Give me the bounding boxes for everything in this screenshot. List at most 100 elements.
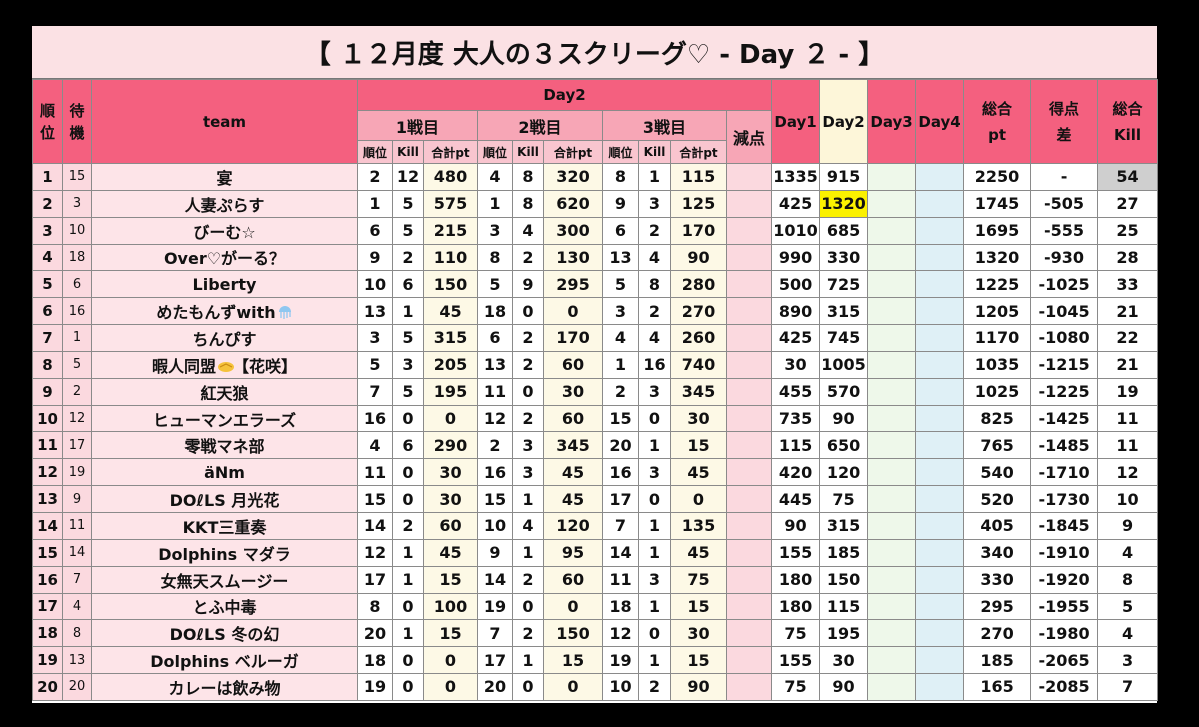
total-pt-cell: 2250 [963, 163, 1032, 191]
day1-cell: 990 [771, 243, 821, 272]
day2-cell: 650 [819, 431, 869, 460]
match-rank-cell: 16 [357, 404, 393, 433]
match-pt-cell: 75 [670, 565, 727, 594]
match-rank-cell: 3 [477, 216, 513, 245]
day2-cell: 685 [819, 216, 869, 245]
match-pt-cell: 480 [423, 163, 478, 191]
day4-cell [915, 324, 965, 352]
penalty-cell [725, 243, 773, 272]
match-pt-cell: 60 [543, 565, 603, 594]
total-kill-cell: 19 [1097, 377, 1159, 406]
total-kill-cell: 21 [1097, 297, 1159, 326]
match-rank-cell: 15 [357, 485, 393, 513]
rank-cell: 18 [32, 619, 63, 648]
day3-cell [867, 350, 917, 379]
match-pt-cell: 90 [670, 243, 727, 272]
header-day1: Day1 [771, 79, 821, 164]
team-name-cell: めたもんずwith [91, 297, 358, 326]
rank-cell: 9 [32, 377, 63, 406]
diff-cell: -505 [1030, 189, 1099, 218]
match-rank-cell: 18 [602, 592, 639, 621]
match-kill-cell: 0 [638, 404, 671, 433]
match-pt-cell: 45 [670, 458, 727, 487]
match-rank-cell: 17 [477, 646, 513, 675]
day3-cell [867, 163, 917, 191]
match-kill-cell: 1 [392, 565, 424, 594]
day3-cell [867, 324, 917, 352]
table-row: 15 14 Dolphins マダラ 12 1 45 9 1 95 14 1 45 155 185 340-… [32, 538, 1159, 567]
diff-cell: -930 [1030, 243, 1099, 272]
day3-cell [867, 485, 917, 513]
table-row: 14 11 KKT三重奏 14 2 60 10 4 120 7 1 135 90 315 405 -1845 9 [32, 511, 1159, 540]
match-kill-cell: 8 [638, 270, 671, 299]
day4-cell [915, 270, 965, 299]
match-kill-cell: 5 [392, 324, 424, 352]
day2-cell: 315 [819, 297, 869, 326]
match-kill-cell: 0 [392, 485, 424, 513]
match-rank-cell: 18 [357, 646, 393, 675]
match-kill-cell: 4 [512, 216, 544, 245]
rank-cell: 5 [32, 270, 63, 299]
match-kill-cell: 1 [638, 431, 671, 460]
team-name: Dolphins ベルーガ [150, 652, 299, 672]
total-kill-cell: 21 [1097, 350, 1159, 379]
total-pt-cell: 1745 [963, 189, 1032, 218]
table-row: 13 9 DOℓLS 月光花 15 0 30 15 1 45 17 0 0 445 75 520 -1730 1… [32, 485, 1159, 513]
match-pt-cell: 100 [423, 592, 478, 621]
day3-cell [867, 189, 917, 218]
header-total-pt: 総合pt [963, 79, 1032, 164]
match-rank-cell: 4 [357, 431, 393, 460]
day3-cell [867, 458, 917, 487]
total-pt-cell: 270 [963, 619, 1032, 648]
match-rank-cell: 11 [477, 377, 513, 406]
header-day4: Day4 [915, 79, 965, 164]
match-kill-cell: 9 [512, 270, 544, 299]
match-pt-cell: 0 [423, 673, 478, 701]
rank-cell: 20 [32, 673, 63, 701]
match-kill-cell: 2 [392, 511, 424, 540]
standby-cell: 16 [62, 297, 92, 326]
penalty-cell [725, 324, 773, 352]
total-kill-cell: 28 [1097, 243, 1159, 272]
day4-cell [915, 646, 965, 675]
day1-cell: 445 [771, 485, 821, 513]
match-kill-cell: 1 [638, 592, 671, 621]
table-row: 4 18 Over♡がーる？ 9 2 110 8 2 130 13 4 90 990 330 1320 -93… [32, 243, 1159, 272]
total-pt-cell: 1320 [963, 243, 1032, 272]
match-rank-cell: 10 [602, 673, 639, 701]
penalty-cell [725, 216, 773, 245]
standings-table: 順位 待機 team Day2 Day1 Day2 Day3 Day4 総合pt… [32, 79, 1159, 701]
day3-cell [867, 270, 917, 299]
match-kill-cell: 1 [392, 619, 424, 648]
day4-cell [915, 377, 965, 406]
match-kill-cell: 2 [512, 350, 544, 379]
team-name-cell: DOℓLS 冬の幻 [91, 619, 358, 648]
penalty-cell [725, 431, 773, 460]
match-kill-cell: 1 [512, 485, 544, 513]
total-pt-cell: 1035 [963, 350, 1032, 379]
match-kill-cell: 6 [392, 270, 424, 299]
team-name-cell: ちんぴす [91, 324, 358, 352]
day2-cell: 195 [819, 619, 869, 648]
penalty-cell [725, 565, 773, 594]
table-row: 12 19 äNm 11 0 30 16 3 45 16 3 45 420 120 540 -1710 12 [32, 458, 1159, 487]
match-kill-cell: 0 [392, 404, 424, 433]
team-name: 紅天狼 [200, 383, 249, 403]
sub-pt: 合計pt [543, 140, 603, 164]
standby-cell: 9 [62, 485, 92, 513]
rank-cell: 7 [32, 324, 63, 352]
day3-cell [867, 646, 917, 675]
match-kill-cell: 16 [638, 350, 671, 379]
day3-cell [867, 431, 917, 460]
header-day2-group: Day2 [356, 79, 773, 111]
match-pt-cell: 0 [543, 297, 603, 326]
match-pt-cell: 95 [543, 538, 603, 567]
match-kill-cell: 0 [392, 458, 424, 487]
match-pt-cell: 300 [543, 216, 603, 245]
day1-cell: 155 [771, 646, 821, 675]
team-name: 人妻ぷらす [184, 195, 265, 215]
day3-cell [867, 377, 917, 406]
match-rank-cell: 17 [357, 565, 393, 594]
table-row: 1 15 宴 2 12 480 4 8 320 8 1 115 1335 915 2250-54 [32, 163, 1159, 191]
match-pt-cell: 295 [543, 270, 603, 299]
